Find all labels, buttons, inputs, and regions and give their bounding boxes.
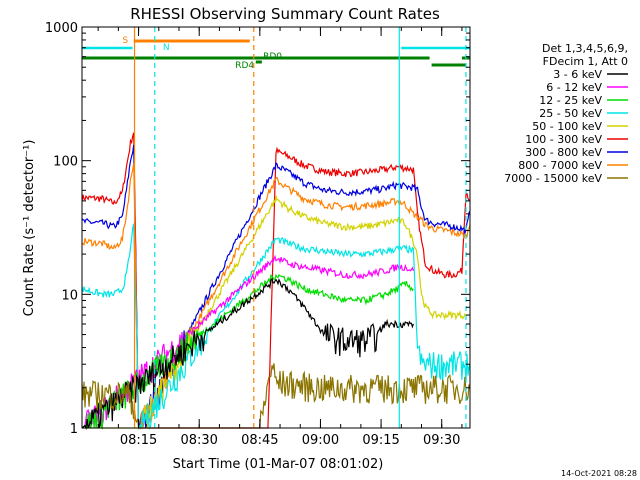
legend-entry-label: 300 - 800 keV (525, 146, 602, 159)
legend: Det 1,3,4,5,6,9,FDecim 1, Att 03 - 6 keV… (504, 42, 628, 185)
legend-entry-label: 50 - 100 keV (532, 120, 602, 133)
footer-timestamp: 14-Oct-2021 08:28 (561, 469, 637, 478)
flag-label-s: S (122, 36, 128, 46)
flag-label-n: N (163, 43, 170, 53)
legend-header-line: FDecim 1, Att 0 (543, 55, 628, 68)
legend-entry-label: 800 - 7000 keV (518, 159, 602, 172)
x-axis-label: Start Time (01-Mar-07 08:01:02) (173, 457, 384, 472)
y-tick-label: 1000 (45, 21, 78, 36)
x-tick-label: 09:30 (423, 433, 460, 448)
series-line-6 (81, 273, 414, 431)
flag-label-rd4: RD4 (235, 61, 254, 71)
x-tick-label: 08:30 (180, 433, 217, 448)
series-line-4 (81, 223, 471, 431)
series-line-3 (82, 195, 467, 429)
y-axis-label: Count Rate (s⁻¹ detector⁻¹) (22, 140, 37, 317)
legend-entry-label: 7000 - 15000 keV (504, 172, 602, 185)
legend-entry-label: 100 - 300 keV (525, 133, 602, 146)
y-tick-label: 100 (53, 155, 78, 170)
chart-title: RHESSI Observing Summary Count Rates (130, 5, 440, 23)
plot-frame (81, 26, 471, 429)
series-line-1 (81, 144, 471, 429)
y-tick-label: 1 (70, 422, 78, 437)
legend-entry-label: 25 - 50 keV (539, 107, 602, 120)
x-tick-label: 09:15 (362, 433, 399, 448)
x-tick-label: 09:00 (302, 433, 339, 448)
plot-area: S N RD0 RD4 08:15 08:30 08:45 09:00 09:15 09:30 1 1… (45, 21, 471, 448)
x-tick-label: 08:45 (241, 433, 278, 448)
series-line-7 (81, 277, 414, 431)
y-tick-label: 10 (61, 288, 78, 303)
legend-header-line: Det 1,3,4,5,6,9, (542, 42, 628, 55)
flag-label-rd0: RD0 (263, 52, 282, 62)
legend-entry-label: 3 - 6 keV (553, 68, 602, 81)
legend-entry-label: 12 - 25 keV (539, 94, 602, 107)
series-line-2 (81, 163, 471, 431)
x-tick-label: 08:15 (120, 433, 157, 448)
legend-entry-label: 6 - 12 keV (546, 81, 602, 94)
